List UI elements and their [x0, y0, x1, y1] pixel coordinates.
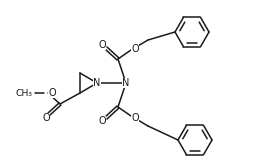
Text: O: O	[98, 40, 106, 50]
Text: O: O	[131, 44, 139, 54]
Text: CH₃: CH₃	[15, 88, 32, 97]
Text: O: O	[42, 113, 50, 123]
Text: N: N	[122, 78, 130, 88]
Text: O: O	[131, 113, 139, 123]
Text: O: O	[48, 88, 56, 98]
Text: N: N	[93, 78, 101, 88]
Text: O: O	[98, 116, 106, 126]
